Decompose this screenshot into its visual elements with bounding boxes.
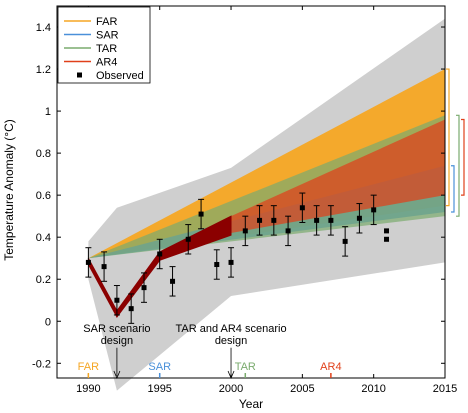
x-tick-label: 1995: [147, 383, 171, 395]
range-bracket-tar: [456, 114, 460, 217]
x-tick-label: 2015: [433, 383, 457, 395]
range-bracket-sar: [451, 165, 455, 213]
series-band-ar4: [231, 119, 445, 233]
report-marker-label-far: FAR: [78, 361, 99, 373]
range-bracket-far: [446, 68, 450, 207]
range-brackets: [446, 68, 465, 217]
observed-point: [170, 278, 176, 284]
observed-point: [384, 228, 390, 234]
annotation-text-sar-design: design: [101, 335, 133, 347]
y-tick-label: 0.8: [36, 148, 51, 160]
y-tick-label: 0.2: [36, 274, 51, 286]
y-tick-label: 1.4: [36, 22, 51, 34]
x-tick-label: 2010: [361, 383, 385, 395]
annotation-text-tar-ar4-design: TAR and AR4 scenario: [175, 323, 286, 335]
x-tick-label: 1990: [76, 383, 100, 395]
observed-point: [342, 238, 348, 244]
observed-point: [214, 262, 220, 268]
annotation-arrowhead-tar-ar4-design: [227, 370, 235, 380]
y-tick-label: 1.2: [36, 64, 51, 76]
observed-point: [257, 217, 263, 223]
legend-label-observed: Observed: [96, 70, 144, 82]
observed-point: [114, 297, 120, 303]
observed-point: [198, 211, 204, 217]
y-tick-label: 0: [45, 316, 51, 328]
legend-marker-observed: [77, 72, 82, 78]
x-tick-label: 2000: [219, 383, 243, 395]
observed-point: [328, 217, 334, 223]
annotation-text-sar-design: SAR scenario: [83, 323, 150, 335]
plot-frame: [56, 5, 446, 379]
series-band-tar: [88, 115, 445, 259]
observed-point: [314, 217, 320, 223]
legend-box: [57, 6, 151, 84]
observed-point: [356, 215, 362, 221]
observed-point: [384, 236, 390, 242]
observed-point: [85, 259, 91, 265]
legend-label-tar: TAR: [96, 43, 117, 55]
y-tick-label: 1: [45, 106, 51, 118]
observed-point: [157, 251, 163, 257]
axes: 1990 1995 2000 2005 2010 2015 -0.2 0 0.2 0.4 0.6 0.…: [32, 5, 457, 395]
report-marker-label-ar4: AR4: [320, 361, 341, 373]
observed-point: [242, 228, 248, 234]
scenario-path: [87, 215, 232, 318]
observed-point: [128, 306, 134, 312]
range-bracket-ar4: [461, 118, 465, 196]
observed-point: [285, 228, 291, 234]
legend-label-ar4: AR4: [96, 57, 117, 69]
report-marker-label-sar: SAR: [148, 361, 171, 373]
annotation-text-tar-ar4-design: design: [215, 335, 247, 347]
x-tick-label: 2005: [290, 383, 314, 395]
observed-point: [228, 259, 234, 265]
observed-point: [371, 207, 377, 213]
observed-point: [271, 217, 277, 223]
plot-area: [85, 18, 445, 391]
observed-point: [185, 236, 191, 242]
y-tick-label: 0.4: [36, 232, 51, 244]
y-tick-label: 0.6: [36, 190, 51, 202]
legend-label-far: FAR: [96, 16, 117, 28]
observed-point: [299, 205, 305, 211]
observed-point: [141, 285, 147, 291]
legend-label-sar: SAR: [96, 30, 119, 42]
x-axis-label: Year: [239, 397, 263, 411]
report-marker-label-tar: TAR: [235, 361, 256, 373]
y-tick-label: -0.2: [32, 358, 51, 370]
y-axis-label: Temperature Anomaly (°C): [2, 119, 16, 261]
report-markers: FAR SAR TAR AR4: [78, 361, 342, 378]
observed-point: [101, 264, 107, 270]
annotation-arrowhead-sar-design: [113, 370, 121, 380]
